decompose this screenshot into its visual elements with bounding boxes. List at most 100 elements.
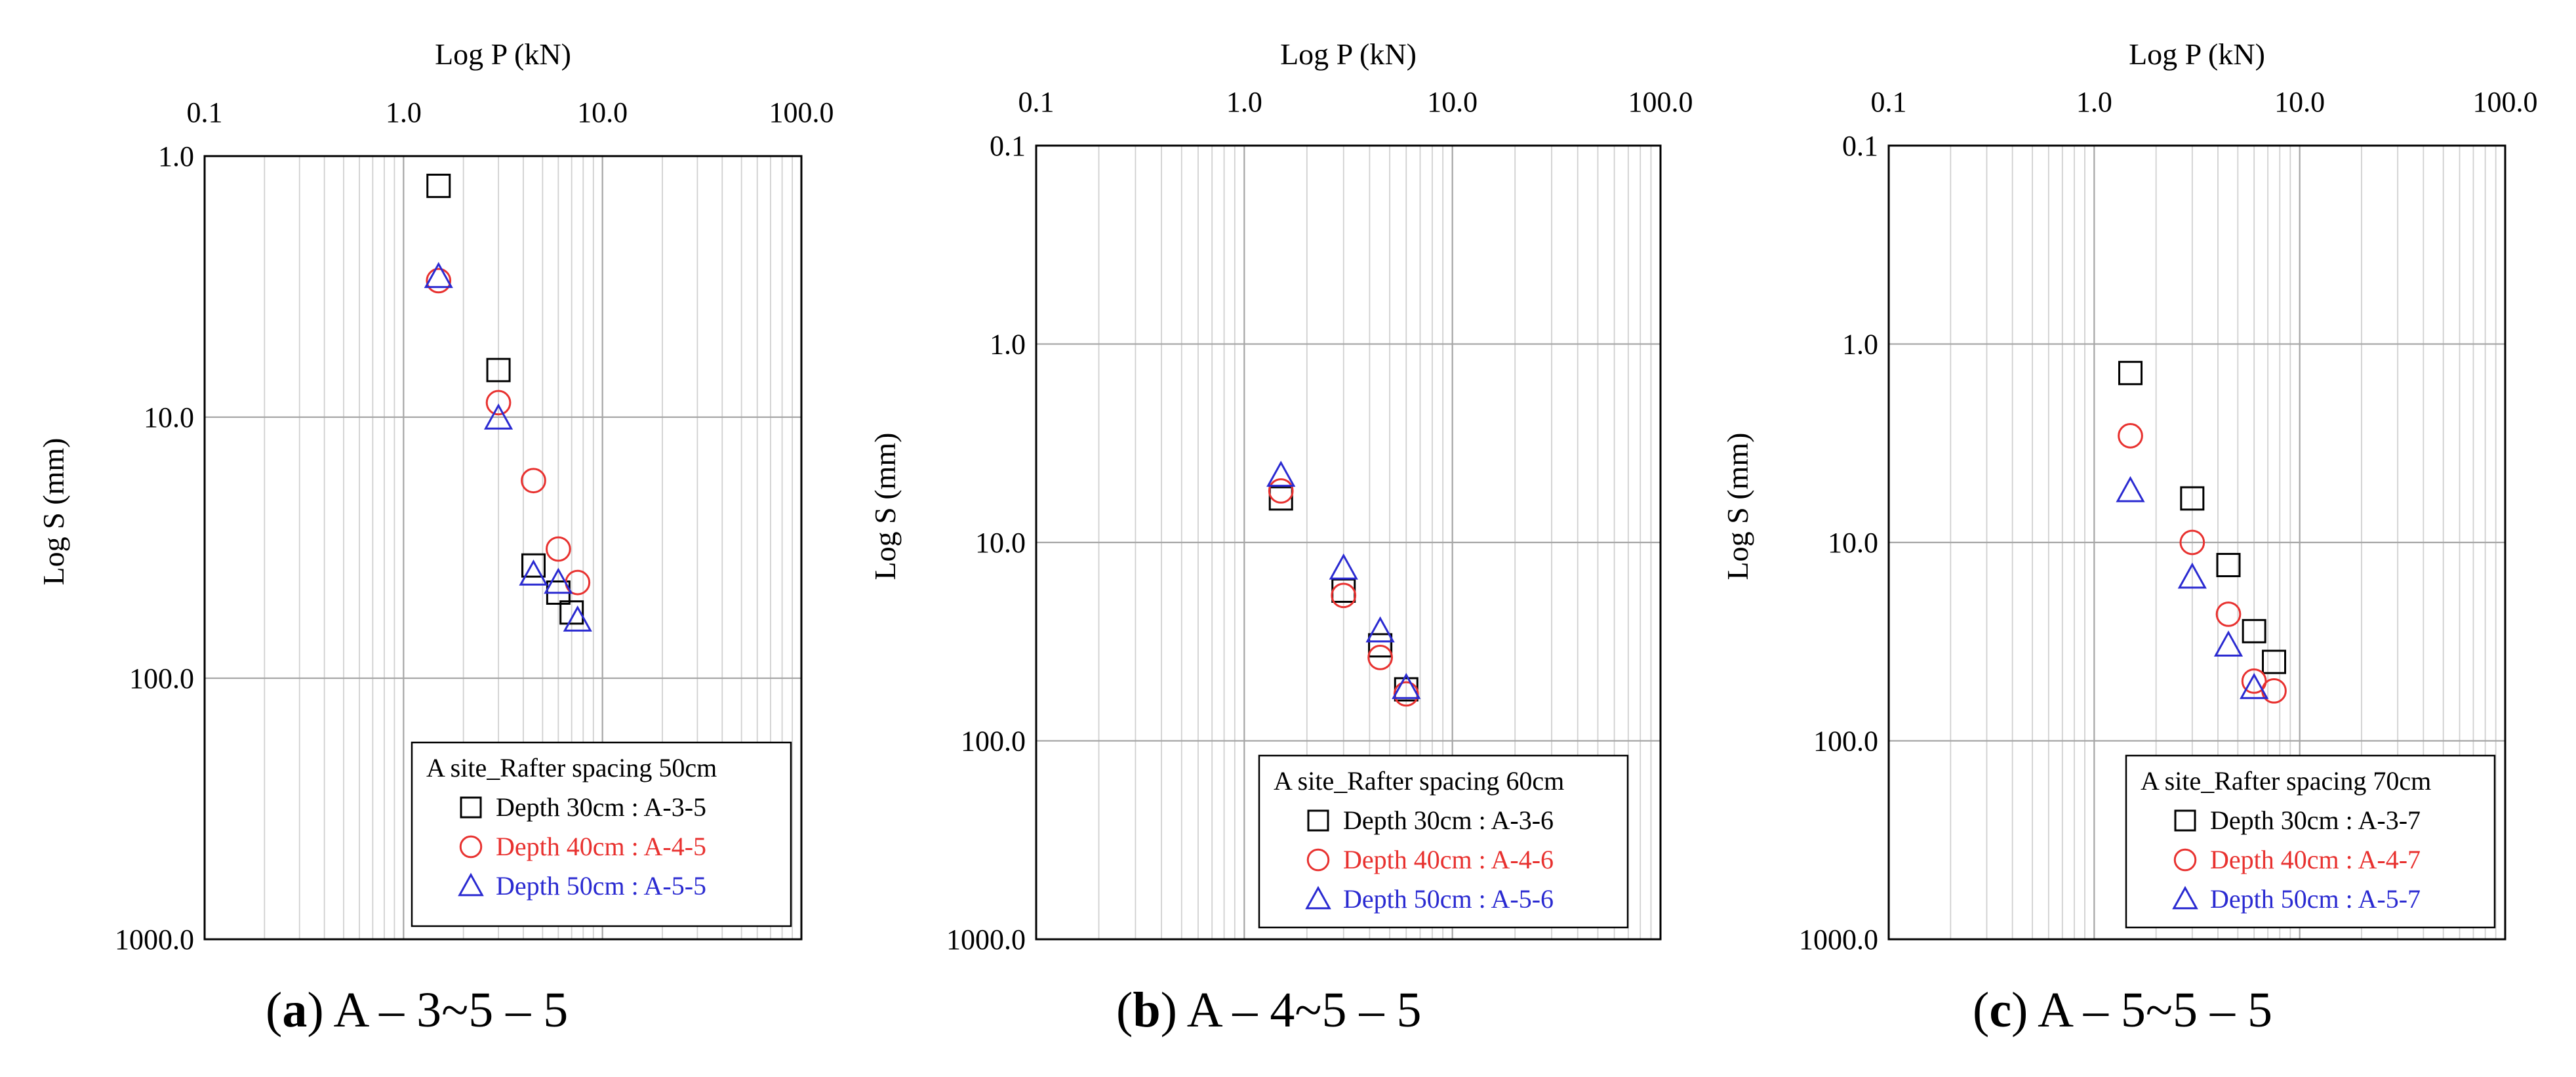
caption-text: A – 4~5 – 5 bbox=[1187, 983, 1422, 1038]
data-point bbox=[1268, 486, 1293, 511]
y-axis-title: Log S (mm) bbox=[868, 433, 902, 580]
x-tick-label: 100.0 bbox=[769, 96, 834, 129]
caption-close-paren: ) bbox=[2011, 983, 2038, 1038]
data-point bbox=[1368, 633, 1393, 658]
caption-open-paren: ( bbox=[266, 983, 282, 1038]
caption-close-paren: ) bbox=[1161, 983, 1187, 1038]
data-point bbox=[2179, 529, 2205, 556]
legend-marker bbox=[1307, 809, 1329, 832]
data-point bbox=[1365, 616, 1395, 643]
caption-text: A – 3~5 – 5 bbox=[333, 983, 568, 1038]
data-point bbox=[2116, 476, 2145, 502]
x-tick-label: 0.1 bbox=[187, 96, 223, 129]
data-point bbox=[1392, 672, 1421, 699]
data-point bbox=[424, 262, 453, 289]
y-tick-label: 1000.0 bbox=[115, 924, 194, 956]
legend-marker bbox=[458, 872, 484, 897]
legend-marker bbox=[2172, 885, 2198, 910]
data-point bbox=[483, 403, 513, 430]
y-tick-label: 100.0 bbox=[961, 725, 1026, 758]
y-tick-label: 10.0 bbox=[975, 527, 1026, 559]
plot-frame bbox=[1887, 144, 2506, 941]
legend-frame bbox=[411, 741, 792, 927]
legend-frame bbox=[1258, 754, 1629, 929]
data-point bbox=[2215, 601, 2242, 627]
plot-frame bbox=[1035, 144, 1662, 941]
series-circle bbox=[2118, 423, 2287, 704]
data-point bbox=[563, 605, 592, 632]
data-point bbox=[546, 536, 571, 562]
caption-panel-letter: a bbox=[282, 983, 307, 1038]
legend-marker bbox=[1306, 848, 1330, 872]
data-point bbox=[2118, 361, 2143, 386]
x-tick-label: 10.0 bbox=[2274, 86, 2325, 118]
legend-title: A site_Rafter spacing 70cm bbox=[2141, 766, 2431, 796]
series-square bbox=[2118, 361, 2287, 674]
legend-marker bbox=[460, 796, 482, 819]
caption-open-paren: ( bbox=[1973, 983, 1989, 1038]
data-point bbox=[2241, 668, 2267, 694]
y-tick-label: 1.0 bbox=[158, 140, 194, 173]
data-point bbox=[426, 268, 452, 294]
y-axis-title: Log S (mm) bbox=[37, 438, 70, 586]
data-point bbox=[2118, 423, 2143, 449]
caption-close-paren: ) bbox=[307, 983, 333, 1038]
y-tick-label: 1000.0 bbox=[1799, 924, 1878, 956]
data-point bbox=[2180, 486, 2205, 511]
legend-title: A site_Rafter spacing 60cm bbox=[1274, 766, 1564, 796]
series-circle bbox=[426, 268, 591, 596]
y-tick-label: 1000.0 bbox=[946, 924, 1026, 956]
data-point bbox=[1393, 681, 1419, 707]
caption-text: A – 5~5 – 5 bbox=[2038, 983, 2272, 1038]
legend-marker bbox=[1305, 885, 1331, 910]
y-tick-label: 100.0 bbox=[129, 662, 194, 695]
y-axis-title: Log S (mm) bbox=[1721, 433, 1754, 580]
legend-entry: Depth 30cm : A-3-6 bbox=[1343, 805, 1554, 835]
legend-title: A site_Rafter spacing 50cm bbox=[426, 753, 717, 782]
x-tick-label: 1.0 bbox=[386, 96, 422, 129]
y-tick-label: 1.0 bbox=[1842, 329, 1878, 361]
legend-entry: Depth 30cm : A-3-5 bbox=[496, 792, 706, 822]
legend: A site_Rafter spacing 70cm Depth 30cm : A… bbox=[2125, 754, 2496, 929]
legend: A site_Rafter spacing 60cm Depth 30cm : A… bbox=[1258, 754, 1629, 929]
caption-panel-letter: b bbox=[1133, 983, 1160, 1038]
y-tick-label: 0.1 bbox=[1842, 130, 1878, 162]
legend-entry: Depth 40cm : A-4-6 bbox=[1343, 845, 1554, 874]
data-point bbox=[559, 600, 584, 625]
data-point bbox=[2262, 649, 2287, 674]
data-point bbox=[1329, 553, 1358, 580]
data-point bbox=[2242, 619, 2266, 643]
y-tick-label: 10.0 bbox=[1828, 527, 1878, 559]
series-triangle bbox=[1266, 460, 1421, 699]
legend-entry: Depth 50cm : A-5-6 bbox=[1343, 884, 1554, 914]
data-point bbox=[2216, 552, 2241, 577]
series-triangle bbox=[424, 262, 592, 632]
y-tick-label: 1.0 bbox=[990, 329, 1026, 361]
data-point bbox=[2240, 672, 2269, 699]
panel-c: 0.1 1.0 10.0 100.0 0.1 1.0 10.0 100.0 1000.0 Log … bbox=[1721, 37, 2538, 1038]
legend-frame bbox=[2125, 754, 2496, 929]
data-point bbox=[1266, 460, 1296, 487]
legend-marker bbox=[2173, 848, 2197, 872]
legend-entry: Depth 50cm : A-5-7 bbox=[2210, 884, 2421, 914]
data-point bbox=[521, 553, 546, 578]
panel-a: 0.1 1.0 10.0 100.0 1.0 10.0 100.0 1000.0 Log P (… bbox=[37, 37, 834, 1038]
data-point bbox=[485, 390, 512, 416]
series-square bbox=[426, 173, 584, 625]
legend-marker bbox=[459, 835, 483, 859]
data-point bbox=[426, 173, 451, 198]
x-tick-label: 0.1 bbox=[1871, 86, 1907, 118]
panel-caption: (b) A – 4~5 – 5 bbox=[1116, 983, 1422, 1038]
data-point bbox=[2177, 562, 2207, 589]
caption-open-paren: ( bbox=[1116, 983, 1133, 1038]
panel-b: 0.1 1.0 10.0 100.0 0.1 1.0 10.0 100.0 1000.0 Log … bbox=[868, 37, 1693, 1038]
x-tick-label: 100.0 bbox=[2473, 86, 2538, 118]
x-tick-label: 0.1 bbox=[1018, 86, 1055, 118]
legend: A site_Rafter spacing 50cm Depth 30cm : A… bbox=[411, 741, 792, 927]
series-circle bbox=[1268, 478, 1419, 707]
data-point bbox=[1367, 645, 1393, 670]
y-tick-label: 0.1 bbox=[990, 130, 1026, 162]
caption-panel-letter: c bbox=[1989, 983, 2011, 1038]
legend-marker bbox=[2174, 809, 2196, 832]
